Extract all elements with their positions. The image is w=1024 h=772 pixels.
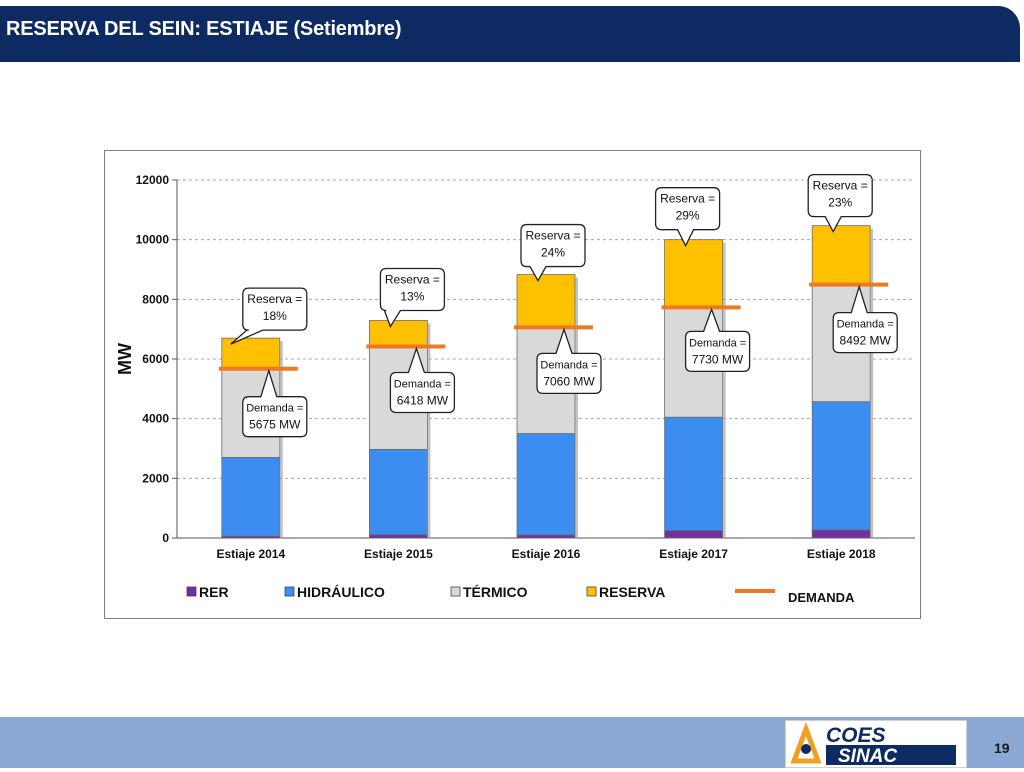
callout-box bbox=[654, 187, 721, 248]
bar-shadow bbox=[722, 242, 726, 538]
logo-band bbox=[826, 745, 956, 765]
bar-segment-hidraulico bbox=[664, 416, 723, 531]
callout-text: Demanda = bbox=[837, 319, 894, 331]
callout-text: Reserva = bbox=[525, 229, 580, 243]
legend-hidraulico-swatch bbox=[284, 586, 295, 597]
callout-text: Reserva = bbox=[385, 273, 440, 287]
callout-box bbox=[242, 368, 308, 438]
x-tick-label: Estiaje 2018 bbox=[807, 547, 876, 561]
bar-segment-reserva bbox=[811, 225, 871, 285]
bar-shadow bbox=[870, 228, 874, 538]
reserve-callout: Reserva = 18% bbox=[230, 287, 308, 345]
y-tick-label: 2000 bbox=[142, 471, 169, 485]
chart-frame: 0 2000 4000 6000 8000 10000 12000 MW Estiaje 201… bbox=[104, 150, 921, 619]
legend-rer-swatch bbox=[186, 586, 197, 597]
legend-rer-label: RER bbox=[199, 584, 229, 600]
legend-termico-label: TÉRMICO bbox=[463, 584, 528, 600]
bar-segment-hidraulico bbox=[516, 433, 576, 536]
logo-node-icon bbox=[801, 744, 811, 754]
callout-box bbox=[520, 223, 586, 282]
callout-box bbox=[389, 346, 456, 414]
stacked-bar-chart: 0 2000 4000 6000 8000 10000 12000 MW Estiaje 201… bbox=[115, 173, 915, 605]
bar-segment-rer bbox=[811, 529, 871, 539]
callout-text: Reserva = bbox=[813, 179, 868, 193]
callout-text: 7060 MW bbox=[543, 374, 595, 388]
callout-text: Demanda = bbox=[394, 379, 451, 391]
bar-segment-hidraulico bbox=[368, 448, 428, 536]
demand-callout: Demanda = 7730 MW bbox=[684, 307, 751, 373]
bar-segment-rer bbox=[664, 530, 723, 539]
x-tick-label: Estiaje 2014 bbox=[216, 547, 285, 561]
callout-text: 29% bbox=[676, 209, 700, 223]
bar-shadow bbox=[575, 277, 578, 538]
logo-triangle-icon bbox=[790, 721, 822, 764]
y-tick-label: 4000 bbox=[142, 412, 169, 426]
x-tick-label: Estiaje 2016 bbox=[512, 547, 581, 561]
bar-segment-reserva bbox=[516, 274, 576, 327]
callout-box bbox=[379, 267, 446, 328]
callout-box bbox=[230, 287, 308, 345]
callout-text: 24% bbox=[541, 246, 565, 260]
callout-text: Reserva = bbox=[247, 292, 302, 306]
legend-hidraulico-label: HIDRÁULICO bbox=[297, 584, 385, 600]
x-tick-label: Estiaje 2015 bbox=[364, 547, 433, 561]
title-bar: RESERVA DEL SEIN: ESTIAJE (Setiembre) bbox=[0, 6, 1020, 62]
legend-demanda-label: DEMANDA bbox=[788, 590, 855, 605]
y-axis-label: MW bbox=[115, 343, 135, 375]
reserve-callout: Reserva = 13% bbox=[379, 267, 446, 328]
callout-text: 8492 MW bbox=[840, 334, 892, 348]
bar-segment-rer bbox=[516, 534, 576, 539]
callout-text: 7730 MW bbox=[692, 352, 744, 366]
callout-box bbox=[807, 173, 873, 234]
callout-text: 13% bbox=[400, 290, 424, 304]
logo-line1: COES bbox=[826, 724, 886, 747]
demand-callout: Demanda = 8492 MW bbox=[832, 284, 898, 354]
callout-text: 18% bbox=[263, 309, 287, 323]
y-tick-label: 8000 bbox=[142, 292, 169, 306]
callout-text: 6418 MW bbox=[397, 394, 449, 408]
bar-segment-hidraulico bbox=[811, 401, 871, 531]
callout-text: Demanda = bbox=[246, 403, 303, 415]
demand-callout: Demanda = 5675 MW bbox=[242, 368, 308, 438]
callout-box bbox=[536, 327, 602, 395]
coes-sinac-logo: COES SINAC bbox=[785, 720, 967, 768]
reserve-callout: Reserva = 24% bbox=[520, 223, 586, 282]
bar-segment-hidraulico bbox=[221, 457, 281, 537]
logo-line2: SINAC bbox=[838, 746, 897, 767]
demand-callout: Demanda = 6418 MW bbox=[389, 346, 456, 414]
demand-callout: Demanda = 7060 MW bbox=[536, 327, 602, 395]
callout-text: Reserva = bbox=[660, 192, 715, 206]
legend-reserva-swatch bbox=[586, 586, 597, 597]
bar-shadow bbox=[427, 323, 431, 538]
bar-segment-rer bbox=[368, 534, 428, 539]
reserve-callout: Reserva = 23% bbox=[807, 173, 873, 234]
y-tick-label: 6000 bbox=[142, 352, 169, 366]
callout-text: Demanda = bbox=[540, 359, 597, 371]
callout-text: 5675 MW bbox=[249, 418, 301, 432]
callout-box bbox=[832, 284, 898, 354]
legend-reserva-label: RESERVA bbox=[599, 584, 665, 600]
callout-box bbox=[684, 307, 751, 373]
callout-text: Demanda = bbox=[689, 337, 746, 349]
bar-shadow bbox=[279, 341, 283, 538]
x-tick-label: Estiaje 2017 bbox=[659, 547, 728, 561]
callout-text: 23% bbox=[828, 196, 852, 210]
bar-segment-reserva bbox=[664, 239, 723, 308]
reserve-callout: Reserva = 29% bbox=[654, 187, 721, 248]
y-tick-label: 10000 bbox=[136, 233, 170, 247]
legend-termico-swatch bbox=[450, 586, 461, 597]
y-tick-label: 0 bbox=[162, 531, 169, 545]
bar-segment-reserva bbox=[221, 337, 281, 369]
bar-segment-reserva bbox=[368, 320, 428, 347]
y-tick-label: 12000 bbox=[136, 173, 170, 187]
page-number: 19 bbox=[994, 740, 1010, 756]
page-title: RESERVA DEL SEIN: ESTIAJE (Setiembre) bbox=[6, 18, 402, 40]
